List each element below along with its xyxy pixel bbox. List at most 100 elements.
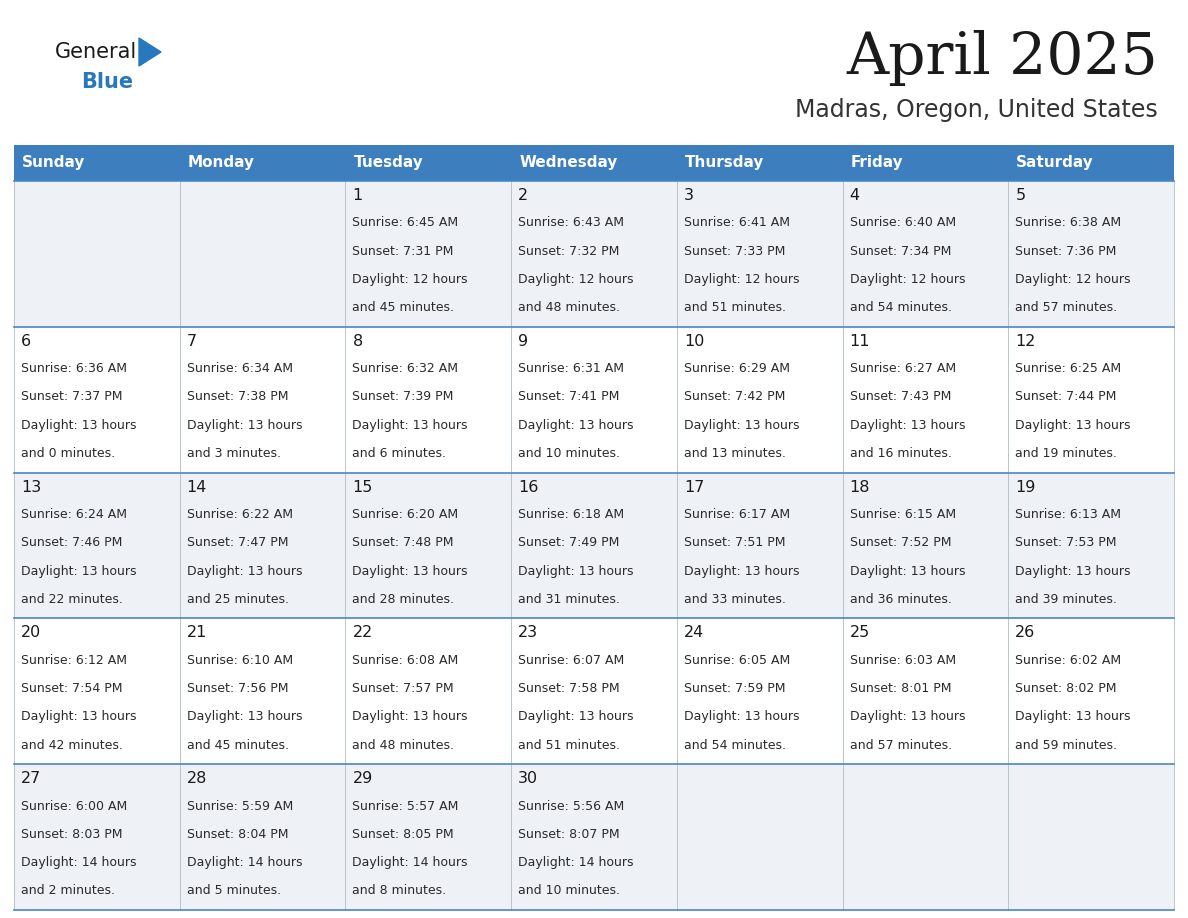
- Text: 24: 24: [684, 625, 704, 641]
- Text: Sunrise: 6:40 AM: Sunrise: 6:40 AM: [849, 217, 955, 230]
- Text: Sunset: 8:07 PM: Sunset: 8:07 PM: [518, 828, 620, 841]
- Text: Daylight: 13 hours: Daylight: 13 hours: [1016, 419, 1131, 431]
- Text: Sunset: 7:53 PM: Sunset: 7:53 PM: [1016, 536, 1117, 549]
- Text: Sunset: 8:01 PM: Sunset: 8:01 PM: [849, 682, 952, 695]
- Text: Sunset: 7:57 PM: Sunset: 7:57 PM: [353, 682, 454, 695]
- Text: and 54 minutes.: and 54 minutes.: [849, 301, 952, 314]
- Text: and 39 minutes.: and 39 minutes.: [1016, 593, 1117, 606]
- Text: Sunrise: 6:02 AM: Sunrise: 6:02 AM: [1016, 654, 1121, 666]
- Text: Sunset: 7:33 PM: Sunset: 7:33 PM: [684, 244, 785, 258]
- Text: 23: 23: [518, 625, 538, 641]
- Text: 29: 29: [353, 771, 373, 786]
- Text: Daylight: 14 hours: Daylight: 14 hours: [518, 856, 633, 869]
- Text: Sunset: 7:34 PM: Sunset: 7:34 PM: [849, 244, 950, 258]
- Text: 26: 26: [1016, 625, 1036, 641]
- Text: Daylight: 12 hours: Daylight: 12 hours: [353, 273, 468, 286]
- Text: Sunrise: 6:22 AM: Sunrise: 6:22 AM: [187, 508, 292, 521]
- Text: Daylight: 13 hours: Daylight: 13 hours: [187, 419, 302, 431]
- Text: Monday: Monday: [188, 155, 254, 171]
- Text: 14: 14: [187, 479, 207, 495]
- Text: Daylight: 13 hours: Daylight: 13 hours: [684, 565, 800, 577]
- Text: and 0 minutes.: and 0 minutes.: [21, 447, 115, 460]
- Text: Sunset: 8:03 PM: Sunset: 8:03 PM: [21, 828, 122, 841]
- Text: Sunrise: 6:32 AM: Sunrise: 6:32 AM: [353, 362, 459, 375]
- Text: Daylight: 14 hours: Daylight: 14 hours: [21, 856, 137, 869]
- Text: and 3 minutes.: and 3 minutes.: [187, 447, 280, 460]
- Text: 19: 19: [1016, 479, 1036, 495]
- Text: 13: 13: [21, 479, 42, 495]
- Bar: [179, 145, 346, 181]
- Text: and 33 minutes.: and 33 minutes.: [684, 593, 785, 606]
- Text: Sunrise: 6:38 AM: Sunrise: 6:38 AM: [1016, 217, 1121, 230]
- Text: Sunrise: 6:15 AM: Sunrise: 6:15 AM: [849, 508, 955, 521]
- Text: Sunset: 7:41 PM: Sunset: 7:41 PM: [518, 390, 619, 403]
- Text: Daylight: 12 hours: Daylight: 12 hours: [849, 273, 965, 286]
- Bar: [14, 327, 1174, 473]
- Text: Sunrise: 6:20 AM: Sunrise: 6:20 AM: [353, 508, 459, 521]
- Text: Sunrise: 6:00 AM: Sunrise: 6:00 AM: [21, 800, 127, 812]
- Bar: [511, 145, 677, 181]
- Text: Daylight: 13 hours: Daylight: 13 hours: [518, 419, 633, 431]
- Text: Daylight: 13 hours: Daylight: 13 hours: [518, 711, 633, 723]
- Text: and 51 minutes.: and 51 minutes.: [518, 739, 620, 752]
- Text: Sunrise: 6:43 AM: Sunrise: 6:43 AM: [518, 217, 624, 230]
- Bar: [14, 619, 1174, 764]
- Text: and 59 minutes.: and 59 minutes.: [1016, 739, 1117, 752]
- Polygon shape: [139, 38, 162, 66]
- Text: Sunrise: 6:41 AM: Sunrise: 6:41 AM: [684, 217, 790, 230]
- Text: Sunset: 8:02 PM: Sunset: 8:02 PM: [1016, 682, 1117, 695]
- Text: 18: 18: [849, 479, 870, 495]
- Text: Sunrise: 6:27 AM: Sunrise: 6:27 AM: [849, 362, 955, 375]
- Text: Sunrise: 6:29 AM: Sunrise: 6:29 AM: [684, 362, 790, 375]
- Text: 17: 17: [684, 479, 704, 495]
- Text: Daylight: 14 hours: Daylight: 14 hours: [187, 856, 302, 869]
- Text: Sunset: 7:32 PM: Sunset: 7:32 PM: [518, 244, 619, 258]
- Text: and 45 minutes.: and 45 minutes.: [353, 301, 455, 314]
- Text: Sunrise: 6:31 AM: Sunrise: 6:31 AM: [518, 362, 624, 375]
- Text: 16: 16: [518, 479, 538, 495]
- Text: 15: 15: [353, 479, 373, 495]
- Text: Daylight: 13 hours: Daylight: 13 hours: [518, 565, 633, 577]
- Text: and 57 minutes.: and 57 minutes.: [849, 739, 952, 752]
- Text: Friday: Friday: [851, 155, 903, 171]
- Text: Sunrise: 6:17 AM: Sunrise: 6:17 AM: [684, 508, 790, 521]
- Text: Daylight: 13 hours: Daylight: 13 hours: [21, 711, 137, 723]
- Text: and 48 minutes.: and 48 minutes.: [518, 301, 620, 314]
- Text: and 57 minutes.: and 57 minutes.: [1016, 301, 1118, 314]
- Text: 2: 2: [518, 188, 529, 203]
- Bar: [14, 473, 1174, 619]
- Text: Sunrise: 6:34 AM: Sunrise: 6:34 AM: [187, 362, 292, 375]
- Text: Daylight: 13 hours: Daylight: 13 hours: [187, 711, 302, 723]
- Bar: [677, 145, 842, 181]
- Text: 7: 7: [187, 334, 197, 349]
- Text: Sunrise: 6:45 AM: Sunrise: 6:45 AM: [353, 217, 459, 230]
- Text: Daylight: 12 hours: Daylight: 12 hours: [684, 273, 800, 286]
- Text: Sunset: 8:04 PM: Sunset: 8:04 PM: [187, 828, 289, 841]
- Text: Sunday: Sunday: [23, 155, 86, 171]
- Text: and 31 minutes.: and 31 minutes.: [518, 593, 620, 606]
- Text: Sunset: 7:46 PM: Sunset: 7:46 PM: [21, 536, 122, 549]
- Text: and 5 minutes.: and 5 minutes.: [187, 884, 280, 898]
- Text: Sunset: 7:51 PM: Sunset: 7:51 PM: [684, 536, 785, 549]
- Text: 1: 1: [353, 188, 362, 203]
- Text: 21: 21: [187, 625, 207, 641]
- Text: and 45 minutes.: and 45 minutes.: [187, 739, 289, 752]
- Text: and 25 minutes.: and 25 minutes.: [187, 593, 289, 606]
- Text: Sunset: 7:44 PM: Sunset: 7:44 PM: [1016, 390, 1117, 403]
- Text: Daylight: 13 hours: Daylight: 13 hours: [684, 711, 800, 723]
- Text: Daylight: 13 hours: Daylight: 13 hours: [1016, 565, 1131, 577]
- Text: and 8 minutes.: and 8 minutes.: [353, 884, 447, 898]
- Text: Sunrise: 6:07 AM: Sunrise: 6:07 AM: [518, 654, 625, 666]
- Text: Sunrise: 5:57 AM: Sunrise: 5:57 AM: [353, 800, 459, 812]
- Text: April 2025: April 2025: [846, 30, 1158, 86]
- Text: Sunrise: 5:59 AM: Sunrise: 5:59 AM: [187, 800, 293, 812]
- Text: Daylight: 13 hours: Daylight: 13 hours: [849, 565, 965, 577]
- Text: Madras, Oregon, United States: Madras, Oregon, United States: [795, 98, 1158, 122]
- Text: Sunrise: 6:05 AM: Sunrise: 6:05 AM: [684, 654, 790, 666]
- Text: Sunrise: 6:18 AM: Sunrise: 6:18 AM: [518, 508, 624, 521]
- Text: Sunrise: 6:12 AM: Sunrise: 6:12 AM: [21, 654, 127, 666]
- Text: Sunset: 7:31 PM: Sunset: 7:31 PM: [353, 244, 454, 258]
- Bar: [1009, 145, 1174, 181]
- Text: 9: 9: [518, 334, 529, 349]
- Text: Sunset: 7:56 PM: Sunset: 7:56 PM: [187, 682, 289, 695]
